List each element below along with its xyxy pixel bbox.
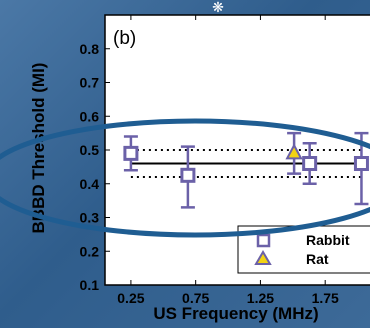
legend-rabbit-label: Rabbit [306,232,350,248]
y-tick-label: 0.6 [80,108,100,124]
x-tick-label: 1.75 [312,290,339,306]
y-tick-label: 0.1 [80,277,100,293]
x-axis-title: US Frequency (MHz) [153,304,318,323]
y-tick-label: 0.7 [80,75,100,91]
x-tick-label: 0.75 [182,290,209,306]
y-tick-label: 0.4 [80,176,100,192]
rabbit-marker [180,167,196,183]
rabbit-marker [353,156,369,171]
rabbit-marker [123,145,139,161]
y-tick-label: 0.2 [80,243,100,259]
legend-rabbit-marker [256,233,271,248]
y-tick-label: 0.3 [80,210,100,226]
x-tick-label: 0.25 [117,290,144,306]
y-axis-title: BBBD Threshold (MI) [29,63,48,234]
legend-rat-label: Rat [306,251,329,267]
y-tick-label: 0.5 [80,142,100,158]
snowflake-icon: ❋ [212,0,224,16]
y-tick-label: 0.8 [80,41,100,57]
panel-label: (b) [113,28,136,49]
highlight-ellipse [0,118,370,238]
rat-marker [285,143,303,160]
legend-rat-marker [254,250,272,265]
rabbit-marker [302,156,318,171]
x-tick-label: 1.25 [247,290,274,306]
